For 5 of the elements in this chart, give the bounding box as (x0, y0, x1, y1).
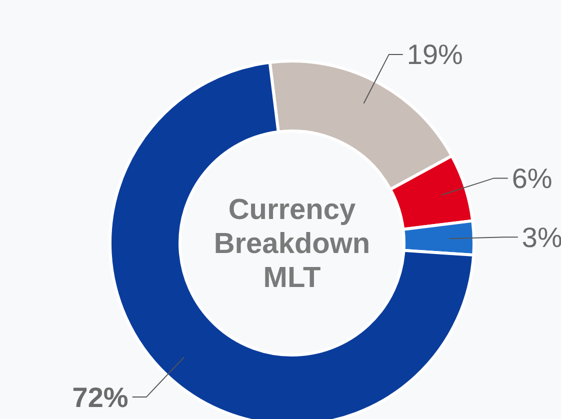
data-label: 3% (522, 222, 561, 253)
data-label: 72% (72, 382, 128, 413)
data-label: 6% (512, 162, 552, 194)
data-label: 19% (406, 39, 463, 70)
text: Currency Breakdown MLT (214, 194, 370, 294)
